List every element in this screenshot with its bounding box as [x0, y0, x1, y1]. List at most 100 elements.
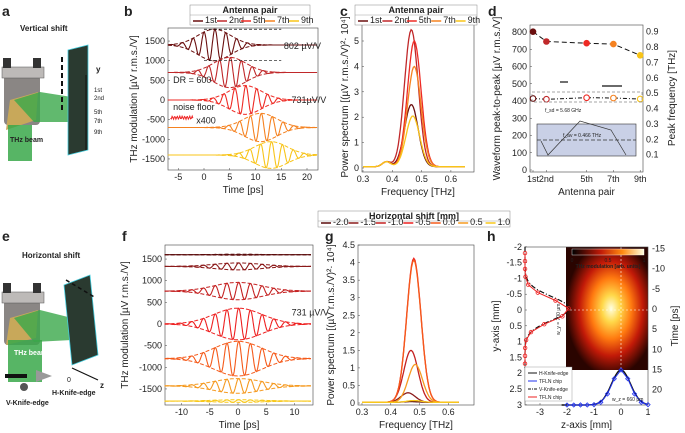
legend-entry: 9th [468, 15, 481, 25]
envelope-lower-0.0 [164, 358, 311, 377]
envelope-lower-1st [167, 44, 318, 62]
envelope-lower-2nd [167, 72, 318, 89]
y-tick-label: 500 [512, 79, 527, 89]
y-axis-label: Power spectrum [(µV r.m.s./V)²· 10⁴] [326, 244, 337, 405]
panel-label-a: a [2, 3, 10, 19]
x-axis-label: Frequency [THz] [379, 420, 453, 431]
x-tick-label: 20 [302, 172, 312, 182]
z-axis-label: z [100, 381, 104, 390]
mirror-mount [1, 66, 45, 79]
y-tick-label: 200 [512, 131, 527, 141]
tfln-vertical-point [523, 337, 529, 343]
y-right-axis-label: Time [ps] [670, 305, 681, 346]
thz-beam-reflected [14, 310, 72, 342]
thz-beam-input [8, 125, 32, 161]
envelope-upper--1.0 [164, 281, 311, 292]
legend-entry: H-Knife-edge [539, 371, 569, 377]
tfln-vertical-point [522, 250, 528, 256]
annotation-dr: DR = 600 [173, 75, 211, 85]
tfln-horizontal-point [611, 376, 617, 382]
illustration-a-title: Vertical shift [20, 24, 68, 33]
x-axis-label: Time [ps] [223, 185, 264, 196]
wy-annotation: w_y = 700 µm [556, 304, 562, 335]
y-tick-label: 1.5 [509, 352, 522, 362]
pp-point [610, 40, 617, 48]
y-right-tick-label: 10 [652, 344, 662, 354]
spectrum-1.0 [362, 399, 459, 403]
tfln-vertical-point [526, 282, 531, 287]
mount-knob-left [3, 283, 11, 293]
y-tick-label: 4.5 [342, 240, 355, 250]
x-axis-label: z-axis [mm] [561, 420, 612, 431]
mirror-mount [1, 291, 45, 304]
y-tick-label: -0.5 [506, 289, 522, 299]
tfln-horizontal-point [638, 399, 644, 406]
y-tick-label: 2 [350, 328, 355, 338]
y-tick-label: -1000 [142, 134, 165, 144]
y-tick-label: 2 [354, 112, 359, 122]
y-right-tick-label: 0.1 [646, 150, 659, 160]
x-axis-label: Time [ps] [219, 420, 260, 431]
x-tick-label: 0.6 [442, 407, 455, 417]
waveform-0.0 [164, 340, 311, 377]
y-right-tick-label: 0.2 [646, 134, 659, 144]
x-tick-label: -5 [206, 407, 214, 417]
y-tick-label: 1 [350, 363, 355, 373]
legend-entry: TFLN chip [539, 395, 562, 401]
spectrum-1st [363, 103, 465, 168]
z-axis-arrow [71, 367, 99, 381]
colorbar-label: THz modulation [arb. units] [576, 264, 641, 270]
y-tick-label: 4 [354, 61, 359, 71]
x-tick-label: 0 [618, 407, 623, 417]
colorbar [571, 248, 645, 256]
x-tick-label: 0.3 [356, 407, 369, 417]
legend-entry: 7th [277, 15, 290, 25]
freq-point [529, 95, 537, 102]
pp-point [583, 39, 590, 47]
legend-title: Horizontal shift [mm] [369, 211, 459, 221]
spectrum-2nd [363, 28, 465, 168]
panel-label-e: e [2, 228, 10, 244]
envelope-upper-9th [167, 141, 318, 156]
annotation-pp-5th: 731µV/V [292, 95, 327, 105]
x-tick-label: -10 [175, 407, 188, 417]
tfln-horizontal-point [591, 401, 597, 408]
envelope-lower-5th [167, 99, 318, 115]
y-tick-label: -500 [144, 341, 162, 351]
beam-label: THz beam [10, 137, 43, 144]
y-axis-label: y [96, 65, 101, 74]
spectrum--1.0 [362, 349, 459, 403]
y-tick-label: 3 [354, 87, 359, 97]
plot-frame-c [361, 21, 475, 173]
tfln-chip [63, 274, 99, 366]
plot-frame-f [164, 244, 314, 406]
x-axis-label: Frequency [THz] [381, 187, 455, 198]
tfln-vertical-point [523, 274, 528, 280]
inset-line [540, 120, 627, 156]
tfln-vertical-point [542, 322, 547, 327]
tfln-vertical-point [522, 353, 528, 359]
zero-label: 0 [67, 377, 71, 384]
x-tick-label: -3 [536, 407, 544, 417]
y-axis-label: THz modulation [µV r.m.s./V] [129, 35, 140, 163]
y-tick-label: 2 [517, 368, 522, 378]
tfln-vertical-point [522, 266, 528, 272]
x-tick-label: 10 [289, 407, 299, 417]
tfln-vertical-point [522, 258, 528, 264]
tfln-vertical-point [528, 329, 534, 335]
pp-point [543, 38, 550, 45]
mount-knob-left [3, 58, 11, 68]
h-knife-label: H-Knife-edge [52, 390, 96, 397]
y-tick-label: 800 [512, 27, 527, 37]
y-right-tick-label: 0.8 [646, 42, 659, 52]
y-axis-label: Waveform peak-to-peak [µV r.m.s./V] [492, 16, 503, 180]
y-tick-label: 400 [512, 96, 527, 106]
colorbar-tick: 0 [571, 258, 574, 264]
envelope-upper-7th [167, 112, 318, 128]
panel-label-h: h [487, 228, 496, 244]
y-tick-label: 1 [517, 337, 522, 347]
y-right-tick-label: 0.5 [646, 88, 659, 98]
legend-title: Antenna pair [222, 5, 278, 15]
envelope-lower-9th [167, 154, 318, 169]
inset-fwhm-label: f_sd = 5.68 GHz [545, 108, 582, 114]
